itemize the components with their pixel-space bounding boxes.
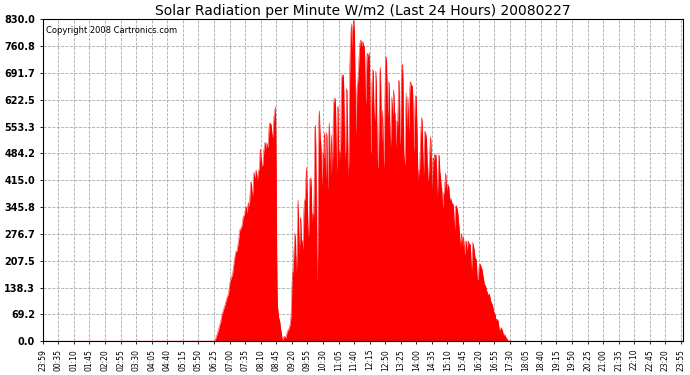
Text: Copyright 2008 Cartronics.com: Copyright 2008 Cartronics.com [46,26,177,35]
Title: Solar Radiation per Minute W/m2 (Last 24 Hours) 20080227: Solar Radiation per Minute W/m2 (Last 24… [155,4,571,18]
